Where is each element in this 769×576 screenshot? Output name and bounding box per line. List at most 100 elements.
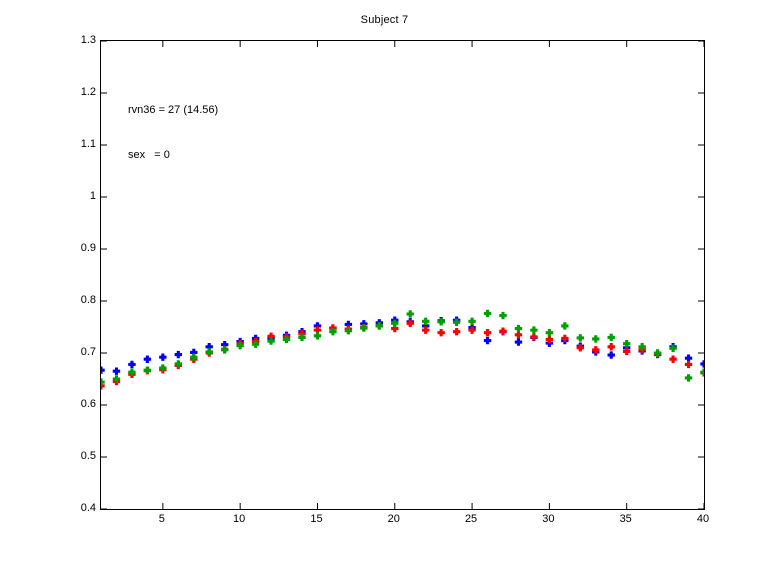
data-point-marker: [190, 353, 198, 361]
data-point-marker: [607, 351, 615, 359]
data-point-marker: [545, 335, 554, 344]
data-point-marker: [622, 347, 631, 356]
y-tick-label: 1: [89, 190, 96, 202]
data-point-marker: [437, 318, 445, 326]
x-tick-label: 5: [158, 513, 165, 525]
data-point-marker: [622, 339, 631, 348]
data-point-marker: [499, 327, 507, 335]
data-point-marker: [298, 333, 306, 342]
data-point-marker: [391, 324, 399, 333]
page-title: Subject 7: [360, 14, 409, 26]
data-point-marker: [406, 310, 414, 318]
data-point-marker: [220, 340, 229, 349]
data-point-marker: [236, 342, 244, 350]
data-point-marker: [700, 360, 704, 368]
data-point-marker: [344, 320, 353, 329]
y-tick-label: 0.7: [80, 346, 96, 358]
data-point-marker: [313, 326, 322, 334]
data-point-marker: [101, 378, 105, 386]
data-point-marker: [220, 346, 229, 354]
data-point-marker: [607, 343, 615, 351]
data-point-marker: [592, 335, 600, 343]
annotation-text-block: rvn36 = 27 (14.56) sex = 0: [128, 73, 218, 193]
data-point-marker: [437, 329, 445, 337]
data-point-marker: [561, 322, 569, 330]
y-tick-label: 0.9: [80, 242, 96, 254]
data-point-marker: [313, 332, 322, 340]
data-point-marker: [545, 329, 554, 337]
scatter-plot-svg: [101, 41, 704, 509]
x-axis-tick-labels: 5 10 15 20 25 30 35 40: [100, 513, 709, 533]
data-point-marker: [360, 324, 368, 332]
data-point-marker: [128, 368, 136, 376]
data-point-marker: [638, 343, 646, 351]
data-point-marker: [190, 348, 198, 357]
data-point-marker: [483, 309, 492, 318]
data-point-marker: [452, 327, 461, 336]
data-point-marker: [112, 375, 121, 383]
data-point-marker: [112, 367, 121, 375]
data-point-marker: [159, 364, 167, 372]
data-point-marker: [313, 322, 322, 330]
data-point-marker: [452, 318, 461, 327]
y-axis-tick-labels: 0.4 0.5 0.6 0.7 0.8 0.9 1 1.1 1.2 1.3: [58, 34, 96, 514]
data-point-marker: [592, 346, 600, 354]
annotation-line-sex: sex = 0: [128, 149, 170, 161]
data-point-marker: [375, 322, 384, 330]
plot-area: [100, 40, 705, 510]
data-point-marker: [684, 354, 693, 362]
data-point-marker: [391, 319, 399, 328]
data-point-marker: [483, 336, 492, 345]
data-point-marker: [267, 332, 275, 341]
data-point-marker: [128, 360, 136, 369]
data-point-marker: [143, 366, 152, 374]
x-tick-label: 20: [387, 513, 400, 525]
data-point-marker: [468, 326, 476, 334]
data-point-marker: [514, 338, 523, 346]
data-point-marker: [101, 366, 105, 374]
data-point-marker: [607, 333, 615, 342]
data-point-marker: [344, 326, 353, 335]
data-point-marker: [576, 344, 585, 352]
data-point-marker: [174, 350, 183, 359]
x-tick-label: 40: [696, 513, 710, 525]
data-point-marker: [205, 343, 213, 351]
y-tick-label: 0.4: [80, 502, 96, 514]
data-point-marker: [684, 360, 693, 369]
x-tick-label: 15: [310, 513, 323, 525]
data-point-marker: [653, 349, 662, 357]
data-point-marker: [205, 348, 213, 356]
data-point-marker: [483, 329, 492, 337]
data-point-marker: [499, 311, 507, 320]
data-point-marker: [514, 331, 523, 339]
data-point-marker: [684, 374, 693, 382]
data-point-marker: [251, 340, 260, 348]
y-tick-label: 1.1: [80, 138, 96, 150]
data-point-marker: [514, 324, 523, 333]
data-point-marker: [267, 337, 275, 345]
data-point-marker: [669, 355, 677, 363]
data-point-marker: [669, 344, 677, 353]
data-point-marker: [174, 360, 183, 368]
annotation-line-rvn36: rvn36 = 27 (14.56): [128, 104, 219, 116]
data-point-marker: [282, 335, 291, 344]
data-point-marker: [468, 317, 476, 325]
data-point-marker: [576, 334, 585, 342]
data-point-marker: [329, 327, 337, 336]
data-point-marker: [421, 317, 430, 325]
y-tick-label: 0.8: [80, 294, 96, 306]
data-point-marker: [421, 322, 430, 330]
data-point-marker: [406, 319, 414, 328]
x-tick-label: 30: [542, 513, 555, 525]
data-point-marker: [700, 368, 704, 376]
data-point-marker: [561, 334, 569, 343]
y-tick-label: 0.6: [80, 398, 96, 410]
data-point-marker: [421, 326, 430, 334]
data-point-marker: [143, 355, 152, 363]
y-tick-label: 0.5: [80, 450, 96, 462]
y-tick-label: 1.3: [80, 34, 96, 46]
data-point-marker: [530, 326, 538, 334]
data-point-marker: [530, 333, 538, 341]
series-green: [101, 309, 704, 386]
